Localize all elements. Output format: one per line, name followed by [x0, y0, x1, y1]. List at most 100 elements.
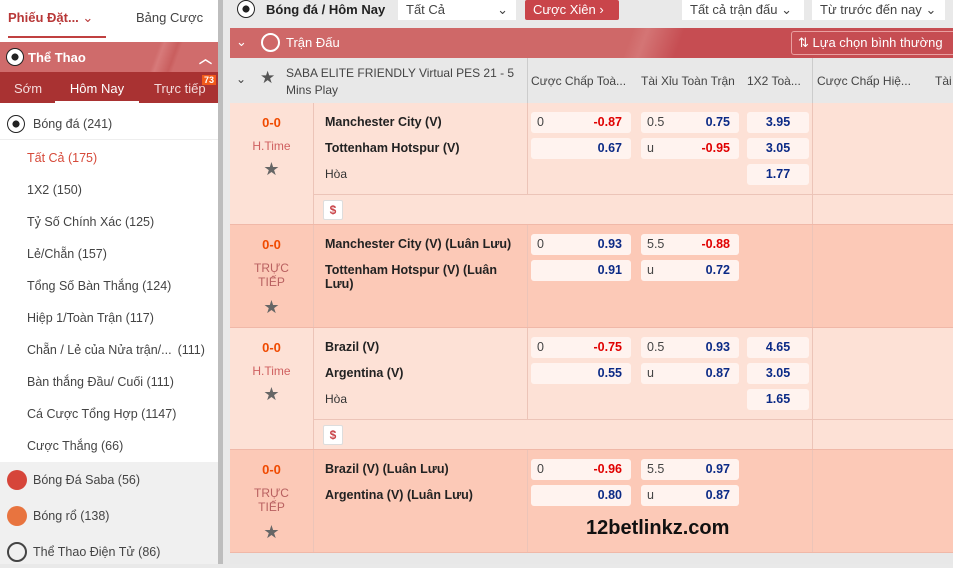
sidebar-item-half-odd-even[interactable]: Chẵn / Lẻ của Nửa trận/... (111) — [27, 334, 217, 366]
draw-label: Hòa — [325, 167, 348, 181]
favorite-star-icon[interactable]: ★ — [263, 384, 280, 404]
sports-header[interactable]: Thể Thao ︿ — [0, 42, 218, 72]
odds-value: 0.93 — [597, 237, 622, 251]
odds-value: 0.87 — [705, 488, 730, 502]
away-team: Tottenham Hotspur (V) (Luân Lưu) — [325, 263, 497, 291]
favorite-star-icon[interactable]: ★ — [260, 68, 276, 87]
section-header: ⌄ Trận Đấu ⇅ Lựa chọn bình thường — [230, 28, 953, 58]
handicap-home-odds[interactable]: 0 -0.96 — [531, 459, 631, 480]
away-team: Tottenham Hotspur (V) — [325, 141, 460, 155]
home-win-odds[interactable]: 3.95 — [747, 112, 809, 133]
tab-label: Phiếu Đặt... — [8, 10, 79, 25]
sidebar-item-basketball[interactable]: Bóng rổ (138) — [0, 500, 218, 532]
sidebar-item-outright[interactable]: Cược Thắng (66) — [27, 439, 124, 453]
basketball-icon — [7, 506, 27, 526]
cash-out-dollar-icon[interactable]: $ — [323, 425, 343, 445]
handicap-home-odds[interactable]: 0 -0.75 — [531, 337, 631, 358]
chevron-down-icon: ⌄ — [925, 2, 937, 17]
match-row: 0-0 TRỰC TIẾP ★ Manchester City (V) (Luâ… — [230, 225, 953, 328]
market-filter-dropdown[interactable]: Tất Cả ⌄ — [398, 0, 516, 20]
divider — [812, 225, 813, 327]
handicap-away-odds[interactable]: 0.91 — [531, 260, 631, 281]
home-team: Brazil (V) (Luân Lưu) — [325, 462, 449, 476]
chevron-down-icon: ⌄ — [82, 10, 94, 25]
over-odds[interactable]: 0.5 0.93 — [641, 337, 739, 358]
handicap-home-odds[interactable]: 0 -0.87 — [531, 112, 631, 133]
match-status: H.Time — [252, 139, 291, 153]
over-odds[interactable]: 0.5 0.75 — [641, 112, 739, 133]
tab-bet-slip[interactable]: Phiếu Đặt... ⌄ — [8, 0, 106, 38]
soccer-ball-icon — [237, 0, 255, 18]
handicap-line: 0 — [537, 462, 544, 476]
cash-out-dollar-icon[interactable]: $ — [323, 200, 343, 220]
sidebar-item-all[interactable]: Tất Cả (175) — [27, 151, 98, 165]
under-odds[interactable]: u 0.87 — [641, 485, 739, 506]
chevron-down-icon: ⌄ — [497, 2, 508, 17]
dropdown-value: Tất cả trận đấu — [690, 2, 778, 17]
match-row: 0-0 H.Time ★ Manchester City (V) Tottenh… — [230, 103, 953, 225]
match-score: 0-0 — [262, 340, 281, 355]
handicap-away-odds[interactable]: 0.55 — [531, 363, 631, 384]
collapse-chevron-icon[interactable]: ⌄ — [236, 72, 247, 86]
tab-bet-list[interactable]: Bảng Cược — [136, 10, 204, 25]
odds-value: 0.75 — [705, 115, 730, 129]
match-filter-dropdown[interactable]: Tất cả trận đấu ⌄ — [682, 0, 804, 20]
chevron-up-icon[interactable]: ︿ — [198, 51, 212, 66]
section-title: Trận Đấu — [286, 35, 340, 50]
total-line: 0.5 — [647, 340, 665, 354]
sidebar-item-soccer[interactable]: Bóng đá (241) — [0, 108, 218, 140]
sidebar-item-first-last-goal[interactable]: Bàn thắng Đầu/ Cuối (111) — [27, 375, 174, 389]
odds-value: 0.87 — [705, 366, 730, 380]
under-odds[interactable]: u 0.72 — [641, 260, 739, 281]
tab-early[interactable]: Sớm — [14, 81, 43, 96]
sidebar-item-ht-ft[interactable]: Hiệp 1/Toàn Trận (117) — [27, 311, 154, 325]
sidebar-item-mix-parlay[interactable]: Cá Cược Tổng Hợp (1147) — [27, 407, 177, 421]
away-win-odds[interactable]: 3.05 — [747, 363, 809, 384]
live-count-badge: 73 — [202, 75, 217, 85]
over-odds[interactable]: 5.5 -0.88 — [641, 234, 739, 255]
chevron-right-icon: › — [599, 2, 604, 17]
odds-value: -0.96 — [593, 462, 623, 476]
sidebar-item-saba-soccer[interactable]: Bóng Đá Saba (56) — [0, 464, 218, 496]
saba-soccer-icon — [7, 470, 27, 490]
collapse-chevron-icon[interactable]: ⌄ — [236, 34, 247, 49]
home-win-odds[interactable]: 4.65 — [747, 337, 809, 358]
match-score: 0-0 — [262, 462, 281, 477]
col-handicap: Cược Chấp Toà... — [531, 74, 627, 88]
sort-button[interactable]: ⇅ Lựa chọn bình thường — [791, 31, 953, 55]
divider — [812, 58, 813, 103]
draw-odds[interactable]: 1.65 — [747, 389, 809, 410]
sidebar-item-correct-score[interactable]: Tỷ Số Chính Xác (125) — [27, 215, 155, 229]
parlay-button[interactable]: Cược Xiên › — [525, 0, 619, 20]
favorite-star-icon[interactable]: ★ — [263, 522, 280, 542]
tab-today[interactable]: Hôm Nay — [55, 81, 139, 103]
handicap-away-odds[interactable]: 0.80 — [531, 485, 631, 506]
away-win-odds[interactable]: 3.05 — [747, 138, 809, 159]
next-league-header — [230, 553, 953, 564]
sidebar-item-esports[interactable]: Thể Thao Điện Tử (86) — [0, 536, 218, 568]
divider — [812, 103, 813, 224]
under-odds[interactable]: u 0.87 — [641, 363, 739, 384]
total-line: 5.5 — [647, 237, 665, 251]
total-line: 5.5 — [647, 462, 665, 476]
sidebar-item-1x2[interactable]: 1X2 (150) — [27, 183, 82, 197]
favorite-star-icon[interactable]: ★ — [263, 297, 280, 317]
odds-value: -0.87 — [593, 115, 623, 129]
over-odds[interactable]: 5.5 0.97 — [641, 459, 739, 480]
tab-live[interactable]: Trực tiếp — [154, 81, 206, 96]
time-filter-dropdown[interactable]: Từ trước đến nay ⌄ — [812, 0, 945, 20]
handicap-away-odds[interactable]: 0.67 — [531, 138, 631, 159]
parlay-label: Cược Xiên — [533, 2, 596, 17]
handicap-home-odds[interactable]: 0 0.93 — [531, 234, 631, 255]
favorite-star-icon[interactable]: ★ — [263, 159, 280, 179]
sidebar-scrollbar[interactable] — [218, 0, 223, 564]
match-status: TRỰC TIẾP — [254, 486, 289, 514]
sidebar-item-total-goals[interactable]: Tổng Số Bàn Thắng (124) — [27, 279, 172, 293]
sport-label: Bóng đá (241) — [33, 117, 113, 131]
sidebar-item-odd-even[interactable]: Lẻ/Chẵn (157) — [27, 247, 107, 261]
draw-odds[interactable]: 1.77 — [747, 164, 809, 185]
odds-value: 0.72 — [705, 263, 730, 277]
under-odds[interactable]: u -0.95 — [641, 138, 739, 159]
home-team: Manchester City (V) — [325, 115, 442, 129]
sport-label: Bóng Đá Saba (56) — [33, 473, 141, 487]
